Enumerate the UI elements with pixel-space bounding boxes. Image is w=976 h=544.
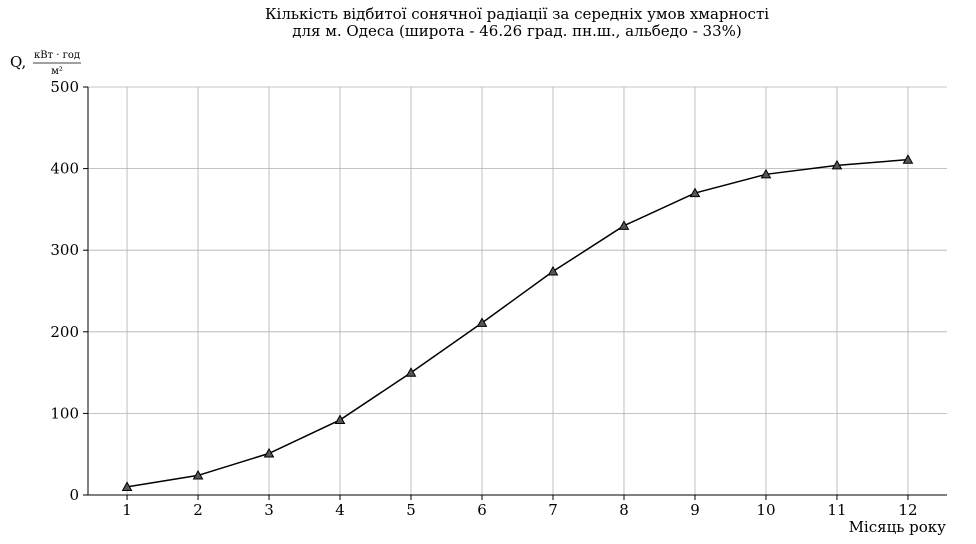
x-tick-label: 1 — [122, 501, 132, 519]
y-axis-label: Q, — [10, 53, 26, 71]
x-axis-label: Місяць року — [849, 518, 947, 536]
axes — [83, 86, 947, 500]
data-point-marker — [476, 317, 488, 327]
data-point-marker — [334, 414, 346, 425]
data-point-marker — [618, 220, 630, 230]
x-tick-label: 4 — [335, 501, 345, 519]
y-tick-label: 500 — [50, 78, 79, 96]
y-tick-label: 100 — [50, 404, 79, 422]
x-tick-label: 11 — [827, 501, 846, 519]
data-point-marker — [831, 159, 843, 170]
series-line — [126, 158, 909, 488]
series-group — [121, 154, 914, 491]
x-tick-label: 8 — [619, 501, 629, 519]
x-tick-label: 12 — [898, 501, 917, 519]
data-point-marker — [263, 447, 275, 458]
data-point-marker — [121, 481, 133, 491]
data-point-marker — [689, 187, 701, 198]
y-tick-label: 400 — [50, 160, 79, 178]
data-point-marker — [760, 168, 772, 179]
x-tick-label: 10 — [756, 501, 775, 519]
y-axis-unit-denominator: м² — [51, 66, 63, 77]
data-point-marker — [902, 154, 914, 164]
data-point-marker — [192, 469, 204, 480]
data-point-marker — [547, 265, 559, 276]
chart-title: Кількість відбитої сонячної радіації за … — [265, 5, 769, 23]
x-tick-label: 9 — [690, 501, 700, 519]
x-tick-label: 3 — [264, 501, 274, 519]
y-axis-unit-numerator: кВт · год — [34, 50, 80, 61]
grid — [88, 86, 947, 496]
x-tick-label: 5 — [406, 501, 416, 519]
x-tick-label: 6 — [477, 501, 487, 519]
x-tick-label: 7 — [548, 501, 558, 519]
data-point-marker — [405, 367, 417, 377]
y-tick-label: 300 — [50, 241, 79, 259]
chart-subtitle: для м. Одеса (широта - 46.26 град. пн.ш.… — [292, 22, 742, 40]
y-tick-label: 200 — [50, 323, 79, 341]
y-tick-label: 0 — [69, 486, 79, 504]
x-tick-label: 2 — [193, 501, 203, 519]
